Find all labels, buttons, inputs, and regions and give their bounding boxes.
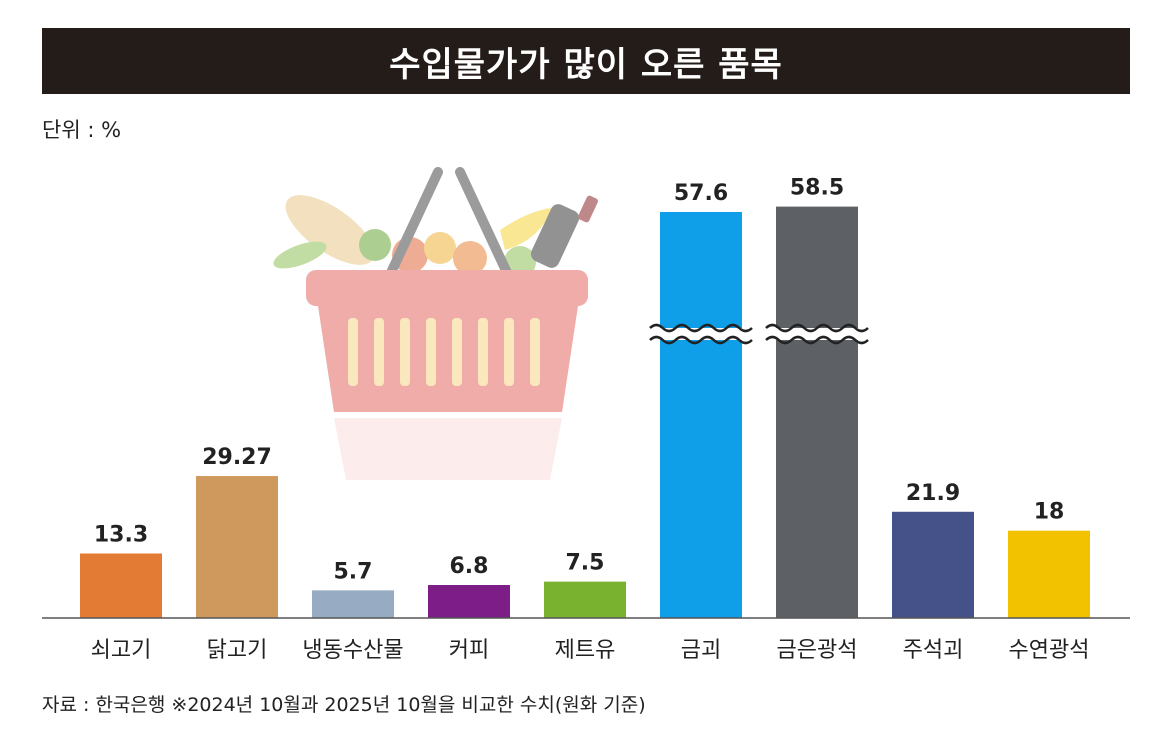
value-label-2: 29.27 bbox=[202, 445, 272, 470]
category-label-1: 쇠고기 bbox=[91, 638, 152, 663]
category-label-3: 냉동수산물 bbox=[302, 638, 403, 663]
value-label-5: 7.5 bbox=[566, 551, 605, 576]
category-labels-group: 쇠고기 닭고기 냉동수산물 커피 제트유 금괴 금은광석 주석괴 수연광석 bbox=[91, 638, 1090, 663]
bar-2 bbox=[196, 476, 278, 618]
value-label-9: 18 bbox=[1034, 500, 1065, 525]
value-label-8: 21.9 bbox=[906, 481, 960, 506]
bar-8 bbox=[892, 511, 974, 618]
bar-3 bbox=[312, 590, 394, 618]
category-label-8: 주석괴 bbox=[903, 638, 964, 663]
bar-5 bbox=[544, 581, 626, 618]
bar-9 bbox=[1008, 530, 1090, 618]
value-label-7: 58.5 bbox=[790, 176, 844, 201]
category-label-9: 수연광석 bbox=[1009, 638, 1090, 663]
source-note: 자료 : 한국은행 ※2024년 10월과 2025년 10월을 비교한 수치(… bbox=[42, 694, 646, 716]
value-label-4: 6.8 bbox=[450, 554, 489, 579]
value-label-3: 5.7 bbox=[334, 559, 373, 584]
chart-title: 수입물가가 많이 오른 품목 bbox=[389, 44, 783, 85]
category-label-5: 제트유 bbox=[555, 638, 616, 663]
bar-7 bbox=[776, 206, 858, 618]
category-label-2: 닭고기 bbox=[207, 638, 268, 663]
category-label-4: 커피 bbox=[449, 638, 489, 663]
bar-6 bbox=[660, 212, 742, 618]
category-label-7: 금은광석 bbox=[777, 638, 858, 663]
bar-1 bbox=[80, 553, 162, 618]
shopping-basket-icon bbox=[273, 167, 598, 480]
category-label-6: 금괴 bbox=[681, 638, 721, 663]
axis-break-7 bbox=[765, 323, 869, 345]
bar-4 bbox=[428, 585, 510, 618]
value-label-1: 13.3 bbox=[94, 522, 148, 547]
unit-label: 단위 : % bbox=[42, 118, 122, 142]
value-label-6: 57.6 bbox=[674, 181, 728, 206]
axis-break-6 bbox=[649, 323, 753, 345]
value-labels-group: 13.3 29.27 5.7 6.8 7.5 57.6 58.5 21.9 18 bbox=[94, 176, 1064, 585]
axis-break-marks bbox=[649, 323, 869, 345]
bars-group bbox=[80, 206, 1090, 618]
chart-title-bar: 수입물가가 많이 오른 품목 bbox=[42, 28, 1130, 94]
